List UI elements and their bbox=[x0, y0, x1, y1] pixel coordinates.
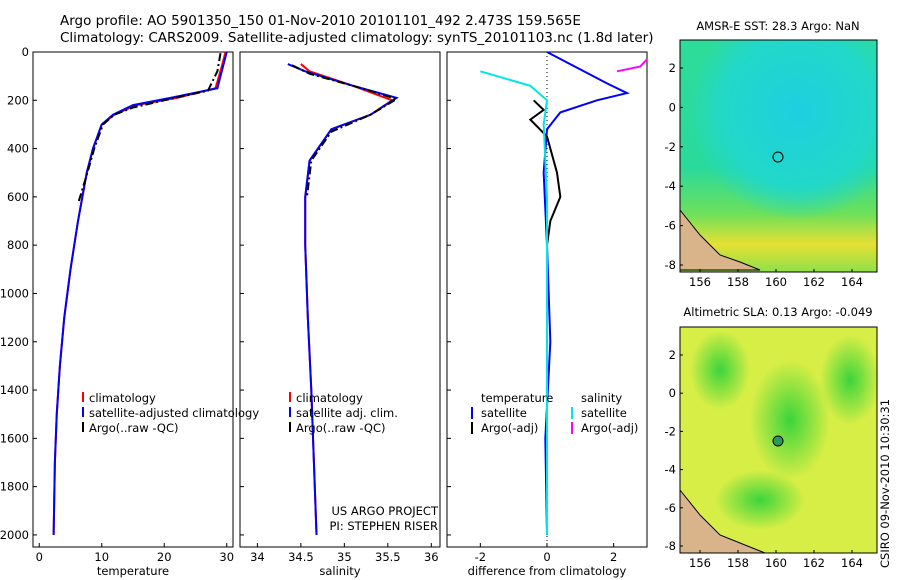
x-tick-label: 30 bbox=[219, 550, 234, 564]
argo-position-marker bbox=[772, 435, 784, 447]
sst-map: AMSR-E SST: 28.3 Argo: NaN 156 158 160 162 1… bbox=[665, 19, 878, 289]
y-tick-label: 1600 bbox=[0, 431, 29, 445]
y-tick-label: 200 bbox=[7, 93, 29, 107]
y-tick-label: 2000 bbox=[0, 528, 29, 542]
x-tick-label: 34 bbox=[250, 550, 265, 564]
x-tick-label: 0 bbox=[543, 550, 550, 564]
map-x-tick-label: 158 bbox=[727, 275, 749, 289]
series-line-satellite bbox=[480, 70, 549, 535]
series-line-satellite adj. clim. bbox=[287, 63, 399, 535]
x-tick-label: 35 bbox=[337, 550, 352, 564]
series-line-Argo(-adj) bbox=[616, 58, 648, 73]
series-line-climatology bbox=[52, 51, 227, 535]
y-tick-label: 0 bbox=[22, 45, 29, 59]
map-y-tick-label: 2 bbox=[669, 348, 676, 362]
map-y-tick-label: -6 bbox=[665, 219, 676, 233]
figure-title-line1: Argo profile: AO 5901350_150 01-Nov-2010… bbox=[60, 13, 581, 29]
legend-label: climatology bbox=[89, 391, 156, 405]
y-tick-label: 600 bbox=[7, 190, 29, 204]
map-y-tick-label: -8 bbox=[665, 258, 676, 272]
map-x-tick-label: 156 bbox=[689, 556, 711, 570]
y-tick-label: 1200 bbox=[0, 335, 29, 349]
x-tick-label: 34.5 bbox=[288, 550, 314, 564]
map-y-tick-label: -8 bbox=[665, 539, 676, 553]
series-line-Argo(..raw -QC) bbox=[291, 64, 399, 197]
map-y-tick-label: 0 bbox=[669, 386, 676, 400]
x-tick-label: 2 bbox=[610, 550, 617, 564]
sla-high-3 bbox=[820, 335, 880, 425]
legend-label: Argo(..raw -QC) bbox=[89, 421, 179, 435]
sla-map: Altimetric SLA: 0.13 Argo: -0.049 156 158… bbox=[665, 305, 880, 570]
plot-frame bbox=[32, 51, 234, 548]
salinity-panel: 34 34.5 35 35.5 36 salinity climatologysatelli… bbox=[239, 51, 441, 578]
legend-label: Argo(..raw -QC) bbox=[296, 421, 386, 435]
map-y-tick-label: -2 bbox=[665, 424, 676, 438]
y-tick-label: 400 bbox=[7, 142, 29, 156]
figure-title-line2: Climatology: CARS2009. Satellite-adjuste… bbox=[60, 30, 654, 46]
map-y-tick-label: -2 bbox=[665, 140, 676, 154]
legend-label: satellite adj. clim. bbox=[296, 406, 398, 420]
y-tick-label: 800 bbox=[7, 238, 29, 252]
map-x-tick-label: 160 bbox=[765, 275, 787, 289]
map-x-tick-label: 156 bbox=[689, 275, 711, 289]
map-x-tick-label: 158 bbox=[727, 556, 749, 570]
legend-label: satellite-adjusted climatology bbox=[89, 406, 259, 420]
legend-label: satellite bbox=[581, 406, 627, 420]
map-y-tick-label: 0 bbox=[669, 100, 676, 114]
legend-label: Argo(-adj) bbox=[481, 421, 538, 435]
map-x-tick-label: 164 bbox=[841, 556, 863, 570]
x-tick-label: -2 bbox=[475, 550, 486, 564]
map-y-tick-label: -4 bbox=[665, 179, 676, 193]
legend-label: Argo(-adj) bbox=[581, 421, 638, 435]
x-tick-label: 20 bbox=[157, 550, 172, 564]
sla-high-2 bbox=[750, 360, 830, 480]
map-x-tick-label: 164 bbox=[841, 275, 863, 289]
map-y-tick-label: -4 bbox=[665, 463, 676, 477]
map-y-tick-label: 2 bbox=[669, 61, 676, 75]
y-tick-label: 1000 bbox=[0, 286, 29, 300]
map-x-tick-label: 162 bbox=[803, 275, 825, 289]
map-x-tick-label: 162 bbox=[803, 556, 825, 570]
series-line-Argo(-adj) bbox=[528, 99, 562, 246]
sla-high-4 bbox=[715, 470, 805, 530]
argo-position-marker bbox=[772, 151, 784, 163]
legend-heading: temperature bbox=[481, 391, 553, 405]
project-annotation: US ARGO PROJECT bbox=[331, 504, 439, 518]
sst-map-title: AMSR-E SST: 28.3 Argo: NaN bbox=[696, 19, 859, 33]
sst-warm-patch bbox=[680, 40, 877, 240]
sla-map-title: Altimetric SLA: 0.13 Argo: -0.049 bbox=[683, 305, 872, 319]
y-tick-label: 1400 bbox=[0, 383, 29, 397]
x-axis-label: salinity bbox=[319, 564, 360, 578]
x-axis-label: temperature bbox=[97, 564, 169, 578]
map-y-tick-label: -6 bbox=[665, 501, 676, 515]
temperature-panel: 0 10 20 30 0 200 400 600 800 1000 1200 1400 1600 1800… bbox=[0, 45, 259, 578]
legend-heading: salinity bbox=[581, 391, 622, 405]
project-annotation: PI: STEPHEN RISER bbox=[330, 519, 439, 533]
plot-frame bbox=[239, 51, 441, 548]
legend-label: climatology bbox=[296, 391, 363, 405]
x-tick-label: 10 bbox=[94, 550, 109, 564]
sla-high-1 bbox=[690, 330, 750, 410]
legend-label: satellite bbox=[481, 406, 527, 420]
series-line-satellite bbox=[542, 51, 630, 535]
x-axis-label: difference from climatology bbox=[468, 564, 627, 578]
x-tick-label: 36 bbox=[424, 550, 439, 564]
y-tick-label: 1800 bbox=[0, 480, 29, 494]
x-tick-label: 0 bbox=[36, 550, 43, 564]
series-line-satellite-adjusted climatology bbox=[52, 51, 228, 535]
x-tick-label: 35.5 bbox=[375, 550, 401, 564]
map-x-tick-label: 160 bbox=[765, 556, 787, 570]
